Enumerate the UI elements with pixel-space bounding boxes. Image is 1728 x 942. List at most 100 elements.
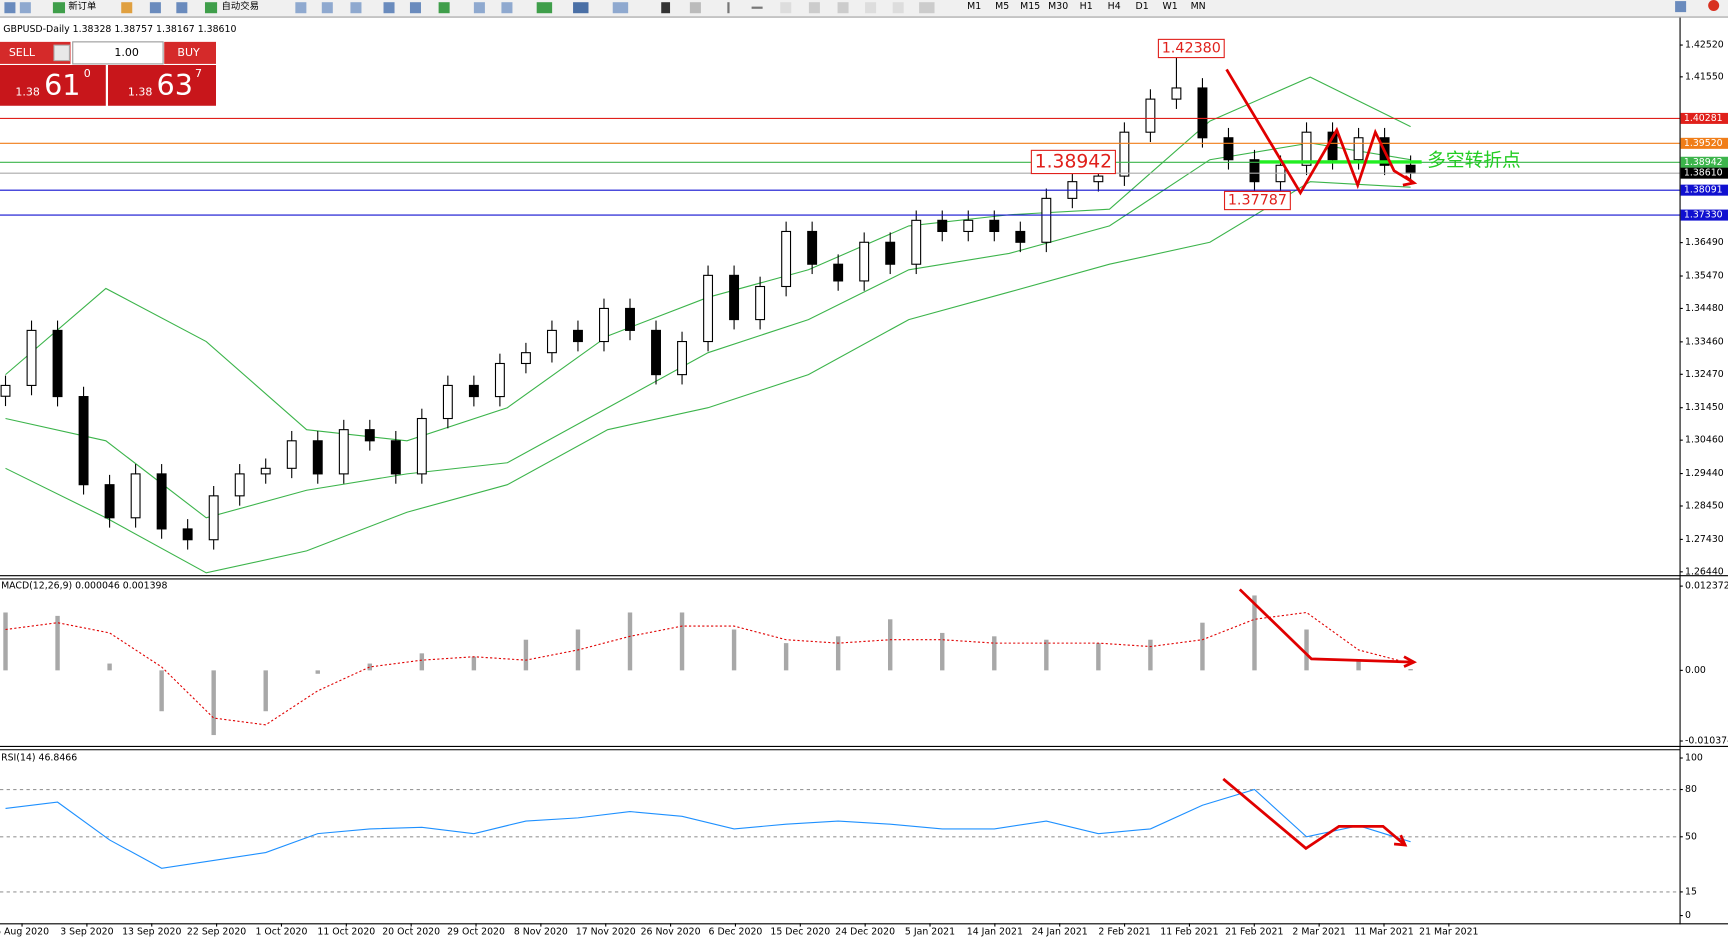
histogram-bar: [1148, 639, 1153, 671]
histogram-bar: [471, 656, 477, 671]
date-label: 11 Mar 2021: [1354, 927, 1413, 938]
candle-body: [416, 417, 427, 475]
zoom-out[interactable]: [409, 2, 421, 14]
histogram-bar: [679, 612, 685, 671]
new-order-button[interactable]: 新订单: [68, 0, 96, 12]
level-tag: [1680, 112, 1728, 124]
signal-line: [5, 611, 1411, 726]
candle-body: [494, 362, 505, 398]
toolbar-icon[interactable]: [473, 2, 485, 14]
timeframe-button[interactable]: H1: [1080, 1, 1093, 12]
candle-body: [1041, 197, 1052, 243]
timeframe-button[interactable]: MN: [1191, 1, 1206, 12]
toolbar-icon[interactable]: [19, 2, 31, 14]
date-label: 6 Aug 2020: [0, 927, 49, 938]
date-label: 17 Nov 2020: [576, 927, 636, 938]
timeframe-bar: M1 M5 M15 M30 H1 H4 D1 W1 MN: [967, 1, 1205, 12]
timeframe-button[interactable]: M30: [1048, 1, 1068, 12]
timeframe-button[interactable]: W1: [1163, 1, 1178, 12]
vline-tool[interactable]: [727, 2, 730, 14]
candle-body: [1223, 137, 1234, 161]
candle-body: [1119, 131, 1130, 177]
toolbar-icon[interactable]: [4, 2, 16, 14]
label-tool[interactable]: [892, 2, 904, 14]
candle-body: [468, 384, 479, 398]
candle-body: [963, 219, 974, 233]
toolbar-icon[interactable]: [438, 2, 450, 14]
annotation-box: [1157, 38, 1225, 59]
timeframe-button[interactable]: H4: [1108, 1, 1121, 12]
histogram-bar: [940, 632, 945, 671]
sell-label[interactable]: SELL: [9, 46, 36, 59]
toolbar-icon[interactable]: [295, 2, 307, 14]
candle-body: [1171, 87, 1182, 100]
auto-trading-icon[interactable]: [204, 2, 218, 14]
text-tool[interactable]: [865, 2, 877, 14]
candle-body: [1301, 131, 1312, 166]
cursor-tool[interactable]: [661, 2, 671, 14]
new-order-icon[interactable]: [52, 2, 66, 14]
sell-fraction: 0: [84, 67, 91, 80]
charts: 6 Aug 2020 3 Sep 2020 13 Sep 2020 22 Sep 20…: [0, 24, 1728, 938]
lots-spinner[interactable]: [53, 44, 70, 62]
histogram-bar: [1356, 660, 1361, 671]
toolbar-icon[interactable]: [350, 2, 362, 14]
buy-price-box[interactable]: [108, 65, 216, 106]
crosshair-tool[interactable]: [689, 2, 701, 14]
buy-pips: 63: [156, 68, 192, 102]
lots-input[interactable]: [72, 41, 164, 65]
auto-trading-button[interactable]: 自动交易: [222, 0, 259, 12]
y-tick-label: 0.00: [1685, 665, 1706, 676]
y-tick-label: -0.010374: [1685, 736, 1728, 747]
lots-value[interactable]: 1.00: [114, 46, 139, 59]
annotation-box: [1223, 190, 1291, 211]
timeframe-button[interactable]: M1: [967, 1, 981, 12]
timeframe-button[interactable]: D1: [1136, 1, 1149, 12]
candle-body: [286, 440, 297, 469]
sell-pips: 61: [44, 68, 80, 102]
histogram-bar: [523, 639, 529, 671]
y-tick-label: 1.26440: [1685, 566, 1724, 577]
sell-button[interactable]: [0, 41, 71, 64]
notification-badge[interactable]: [1708, 0, 1720, 12]
periods-icon[interactable]: [573, 2, 589, 14]
candle-body: [546, 329, 557, 354]
toolbar-icon[interactable]: [501, 2, 513, 14]
timeframe-button[interactable]: M5: [995, 1, 1009, 12]
arrows-tool[interactable]: [919, 2, 935, 14]
zoom-in[interactable]: [383, 2, 395, 14]
buy-button[interactable]: [164, 41, 216, 64]
toolbar-icon[interactable]: [149, 2, 161, 14]
level-label: 1.39520: [1684, 138, 1723, 149]
arrow-head: [1393, 834, 1408, 847]
histogram-bar: [55, 615, 60, 671]
toolbar-icon[interactable]: [321, 2, 333, 14]
candle-body: [651, 329, 661, 376]
indicators-icon[interactable]: [536, 2, 553, 14]
candle-body: [1249, 159, 1260, 183]
sell-price-box[interactable]: [0, 65, 106, 106]
candle-body: [859, 241, 870, 282]
y-tick-label: 15: [1685, 886, 1697, 897]
bollinger-lower: [5, 181, 1411, 574]
histogram-bar: [315, 670, 320, 674]
date-label: 29 Oct 2020: [447, 927, 505, 938]
hline-tool[interactable]: [751, 6, 763, 9]
search-icon[interactable]: [1675, 1, 1687, 13]
timeframe-button[interactable]: M15: [1020, 1, 1040, 12]
sell-big-figure: 1.38: [15, 86, 40, 99]
channel-tool[interactable]: [808, 2, 820, 14]
toolbar-icon[interactable]: [121, 2, 133, 14]
buy-label[interactable]: BUY: [177, 46, 200, 59]
fibo-tool[interactable]: [837, 2, 849, 14]
trendline-tool[interactable]: [780, 2, 792, 14]
histogram-bar: [211, 670, 216, 736]
histogram-bar: [263, 670, 268, 712]
toolbar-icon[interactable]: [176, 2, 188, 14]
histogram-bar: [1200, 622, 1205, 671]
drawn-arrow: [1222, 777, 1406, 851]
histogram-bar: [1304, 629, 1309, 671]
candle-body: [0, 384, 11, 397]
date-label: 13 Sep 2020: [122, 927, 181, 938]
templates-icon[interactable]: [612, 2, 629, 14]
